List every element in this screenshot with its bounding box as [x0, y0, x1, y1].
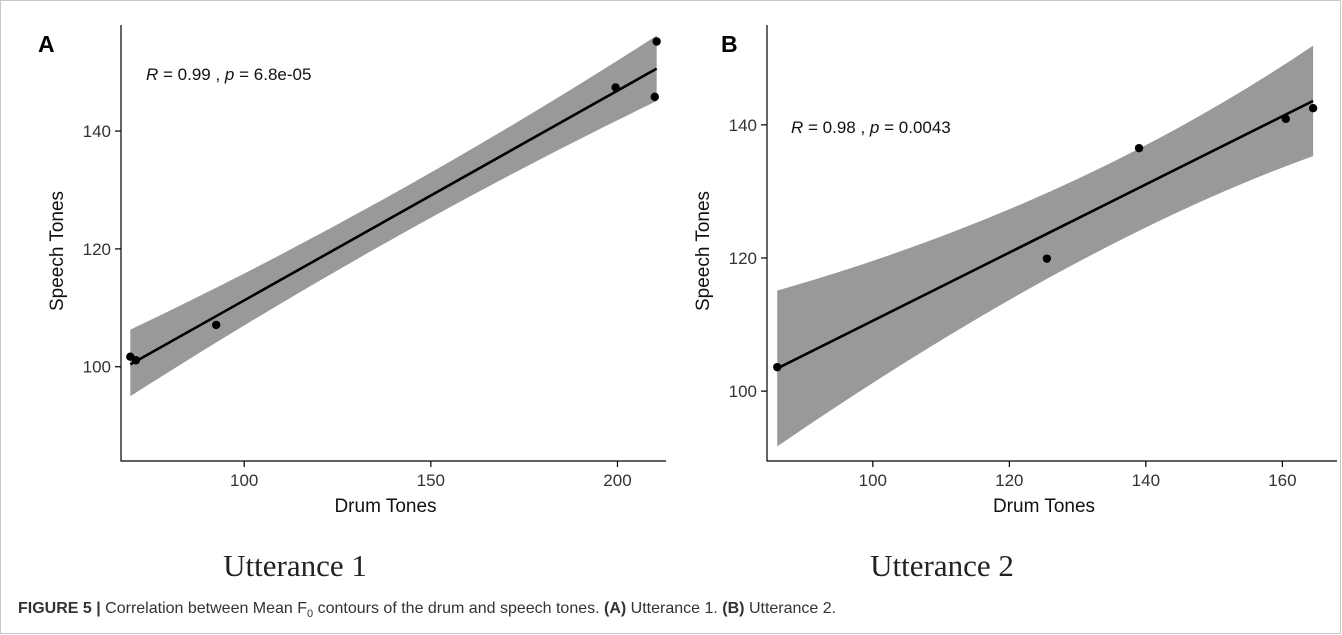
stat-p-value: = 0.0043	[879, 118, 950, 137]
regression-line	[129, 67, 658, 366]
panel-label: A	[38, 31, 55, 57]
y-axis-title: Speech Tones	[47, 191, 68, 311]
y-tick-label: 100	[83, 358, 111, 377]
y-tick-label: 120	[83, 240, 111, 259]
caption-text-2: contours of the drum and speech tones.	[313, 600, 605, 617]
chart-b-svg: 100 120 140 160 100 120 140 Drum Tones Speech To…	[693, 25, 1337, 517]
panel-label: B	[721, 31, 738, 57]
stat-r-value: = 0.99 ,	[158, 65, 225, 84]
x-tick-label: 160	[1268, 471, 1296, 490]
caption-text-1: Correlation between Mean F	[100, 600, 308, 617]
y-axis-title: Speech Tones	[693, 191, 714, 311]
figure-caption: FIGURE 5 | Correlation between Mean F0 c…	[18, 600, 836, 620]
y-tick-label: 120	[729, 249, 757, 268]
caption-part-a: (A)	[604, 600, 627, 617]
stat-annotation: R = 0.98 , p = 0.0043	[791, 118, 951, 137]
subtitle-b: Utterance 2	[870, 548, 1014, 583]
chart-a-svg: 100 150 200 100 120 140 Drum Tones Speech Tones…	[38, 25, 666, 517]
caption-figure-label: FIGURE 5 |	[18, 600, 101, 617]
x-tick-label: 150	[417, 471, 445, 490]
data-point	[211, 320, 221, 330]
data-point	[1134, 143, 1144, 153]
data-point	[131, 356, 141, 365]
stat-r-label: R	[146, 65, 158, 84]
data-point	[650, 92, 660, 102]
caption-text-3: Utterance 1.	[626, 600, 723, 617]
data-point	[611, 83, 620, 92]
regression-line	[776, 99, 1314, 370]
stat-p-label: p	[869, 118, 879, 137]
y-tick-label: 100	[729, 382, 757, 401]
confidence-band	[777, 45, 1314, 447]
stat-annotation: R = 0.99 , p = 6.8e-05	[146, 65, 311, 84]
data-point	[652, 37, 661, 46]
x-axis-title: Drum Tones	[334, 496, 436, 517]
y-tick-label: 140	[729, 116, 757, 135]
caption-subscript: 0	[307, 608, 314, 621]
caption-part-b: (B)	[722, 600, 745, 617]
x-axis-title: Drum Tones	[993, 496, 1095, 517]
stat-r-value: = 0.98 ,	[803, 118, 870, 137]
stat-r-label: R	[791, 118, 803, 137]
x-tick-label: 140	[1132, 471, 1160, 490]
data-point	[1042, 254, 1052, 263]
stat-p-value: = 6.8e-05	[234, 65, 311, 84]
data-point	[1308, 104, 1318, 113]
subtitle-a: Utterance 1	[223, 548, 367, 583]
data-point	[1281, 114, 1291, 124]
panel-a: 100 150 200 100 120 140 Drum Tones Speech Tones…	[0, 0, 671, 540]
caption-text-4: Utterance 2.	[744, 600, 837, 617]
y-tick-label: 140	[83, 122, 111, 141]
x-tick-label: 200	[603, 471, 631, 490]
data-point	[773, 362, 782, 372]
x-tick-label: 100	[859, 471, 887, 490]
x-tick-label: 120	[995, 471, 1023, 490]
panel-b: 100 120 140 160 100 120 140 Drum Tones Speech To…	[671, 0, 1342, 540]
x-tick-label: 100	[230, 471, 258, 490]
stat-p-label: p	[224, 65, 234, 84]
